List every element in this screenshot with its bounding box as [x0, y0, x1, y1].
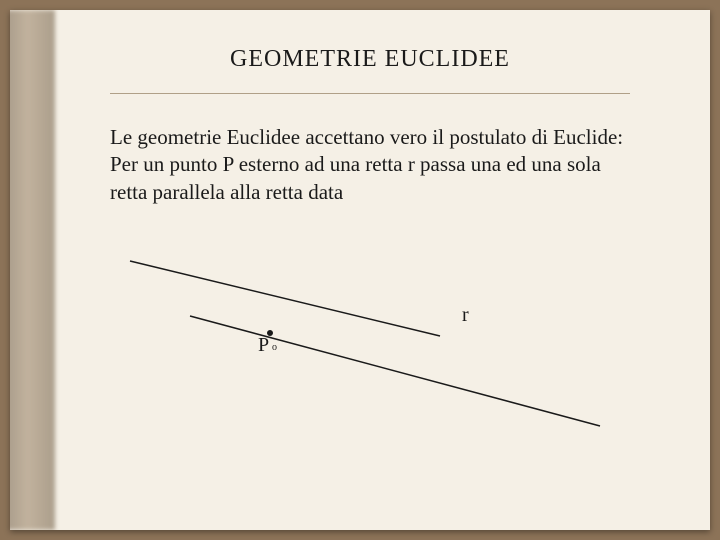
slide-title: GEOMETRIE EUCLIDEE — [110, 46, 630, 73]
line-through-p — [130, 261, 440, 336]
body-text: Le geometrie Euclidee accettano vero il … — [110, 124, 630, 206]
diagram-svg — [110, 226, 630, 446]
paragraph-line-2: Per un punto P esterno ad una retta r pa… — [110, 152, 601, 203]
line-r — [190, 316, 600, 426]
paragraph-line-1: Le geometrie Euclidee accettano vero il … — [110, 125, 623, 149]
label-p: P — [258, 334, 269, 357]
title-divider — [110, 93, 630, 94]
label-r: r — [462, 304, 469, 327]
notebook-binding — [10, 10, 80, 530]
slide: GEOMETRIE EUCLIDEE Le geometrie Euclidee… — [10, 10, 710, 530]
label-p-sub: o — [272, 342, 277, 353]
parallel-lines-diagram: P o r — [110, 226, 630, 446]
